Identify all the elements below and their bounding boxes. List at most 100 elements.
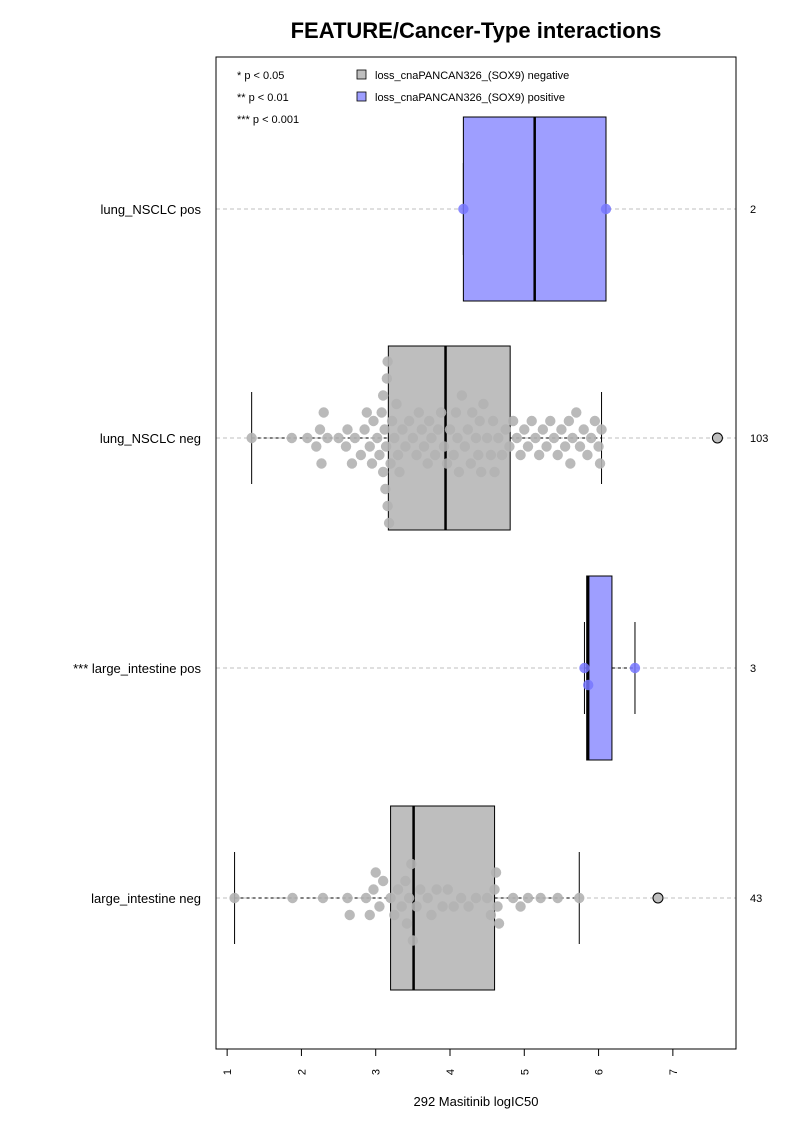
x-tick-label: 1 — [222, 1069, 234, 1075]
data-point — [571, 407, 582, 418]
data-point — [397, 424, 408, 435]
data-point — [519, 424, 530, 435]
data-point — [314, 424, 326, 435]
data-point — [370, 867, 381, 878]
y-axis-labels: lung_NSCLC pos lung_NSCLC neg *** large_in… — [73, 202, 201, 906]
outlier-point — [652, 892, 664, 904]
data-point — [582, 449, 593, 461]
group-label: lung_NSCLC neg — [100, 431, 201, 446]
data-point — [600, 203, 612, 215]
data-point — [413, 407, 424, 418]
data-point — [574, 441, 586, 452]
x-tick-label: 6 — [594, 1069, 606, 1075]
data-point — [535, 892, 546, 904]
boxes — [234, 116, 723, 991]
data-point — [318, 407, 329, 418]
data-point — [437, 901, 448, 912]
data-point — [311, 441, 322, 452]
data-point — [377, 466, 389, 478]
data-point — [366, 458, 378, 469]
data-point — [582, 679, 594, 691]
data-point — [424, 415, 435, 427]
data-point — [485, 909, 497, 921]
data-point — [496, 449, 508, 461]
data-point — [565, 458, 576, 469]
group-label: *** large_intestine pos — [73, 661, 201, 676]
group-label: large_intestine neg — [91, 891, 201, 906]
data-point — [411, 449, 422, 461]
x-axis-label: 292 Masitinib logIC50 — [413, 1094, 538, 1109]
data-point — [470, 432, 482, 444]
x-tick-label: 4 — [445, 1069, 457, 1075]
data-point — [563, 415, 575, 427]
data-point — [507, 892, 519, 904]
data-point — [372, 432, 383, 444]
data-point — [442, 884, 453, 895]
data-point — [429, 449, 441, 461]
data-point — [386, 415, 398, 427]
data-point — [500, 424, 511, 435]
data-point — [344, 909, 355, 921]
data-point — [594, 458, 606, 469]
data-point — [493, 918, 505, 929]
data-point — [394, 466, 405, 478]
data-point — [530, 432, 541, 444]
data-point — [391, 398, 402, 410]
data-point — [579, 662, 590, 674]
sig-legend-2: ** p < 0.01 — [237, 92, 289, 104]
data-point — [574, 892, 585, 904]
data-point — [526, 415, 537, 427]
data-point — [364, 441, 375, 452]
data-point — [453, 466, 465, 478]
data-point — [629, 662, 641, 674]
data-point — [380, 483, 391, 495]
data-point — [556, 424, 567, 435]
data-point — [418, 441, 430, 452]
outlier-point — [711, 432, 723, 444]
x-tick-label: 7 — [668, 1069, 680, 1075]
data-point — [450, 407, 462, 418]
data-point — [415, 884, 426, 895]
data-point — [229, 892, 240, 904]
data-point — [441, 458, 453, 469]
x-tick-label: 3 — [371, 1069, 383, 1075]
data-point — [511, 432, 523, 444]
data-point — [376, 407, 387, 418]
data-point — [368, 415, 379, 427]
data-point — [432, 424, 444, 435]
data-point — [462, 424, 474, 435]
data-point — [403, 415, 415, 427]
data-point — [379, 424, 390, 435]
data-point — [448, 901, 459, 912]
group-count: 3 — [750, 663, 756, 675]
data-point — [322, 432, 333, 444]
data-point — [383, 517, 395, 529]
data-point — [537, 424, 549, 435]
group-counts: 2 103 3 43 — [750, 204, 768, 905]
data-point — [490, 867, 502, 878]
data-point — [474, 415, 485, 427]
data-point — [385, 892, 396, 904]
data-point — [380, 441, 392, 452]
data-point — [578, 424, 589, 435]
data-point — [552, 892, 563, 904]
data-point — [473, 449, 484, 461]
data-point — [422, 458, 433, 469]
data-point — [333, 432, 344, 444]
data-point — [465, 458, 476, 469]
data-point — [481, 432, 493, 444]
sig-legend-1: * p < 0.05 — [237, 70, 284, 82]
group-count: 103 — [750, 433, 768, 445]
data-point — [389, 909, 400, 921]
legend-positive-label: loss_cnaPANCAN326_(SOX9) positive — [375, 92, 565, 104]
data-point — [246, 432, 257, 444]
group-label: lung_NSCLC pos — [101, 202, 202, 217]
data-point — [478, 398, 489, 410]
data-point — [374, 449, 385, 461]
data-point — [463, 901, 474, 912]
data-point — [346, 458, 358, 469]
data-point — [489, 466, 500, 478]
sig-legend-3: *** p < 0.001 — [237, 114, 299, 126]
data-point — [385, 458, 396, 469]
